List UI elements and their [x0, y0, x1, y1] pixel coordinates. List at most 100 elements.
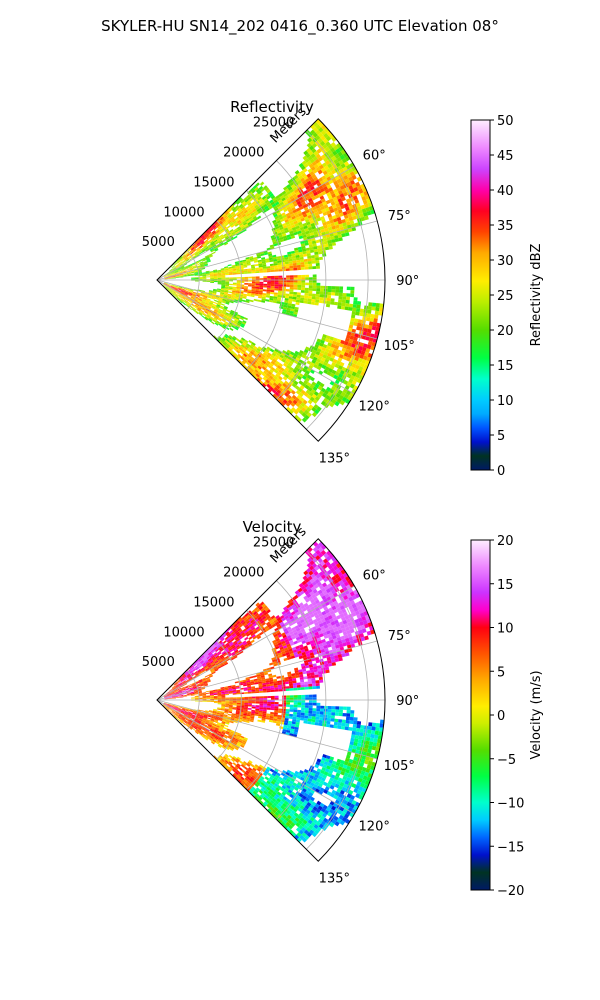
radar-cell — [178, 287, 183, 290]
radar-cell — [213, 738, 217, 742]
radar-cell — [243, 710, 248, 713]
radar-cell — [168, 276, 172, 278]
radar-cell — [311, 296, 316, 300]
radar-cell — [319, 294, 324, 298]
radar-cell — [209, 693, 214, 695]
radar-cell — [279, 638, 285, 643]
radar-cell — [249, 630, 254, 635]
radar-cell — [329, 147, 336, 153]
radar-cell — [257, 719, 262, 723]
radar-cell — [331, 155, 337, 162]
radar-cell — [276, 258, 281, 261]
radar-cell — [236, 268, 240, 271]
radar-cell — [222, 324, 227, 328]
radar-cell — [359, 362, 365, 368]
radar-cell — [257, 299, 262, 303]
radar-cell — [182, 273, 187, 275]
radar-cell — [263, 698, 268, 700]
radar-cell — [224, 708, 229, 711]
radar-cell — [232, 693, 237, 695]
radar-cell — [225, 730, 230, 734]
radar-cell — [273, 641, 278, 646]
radar-cell — [291, 723, 296, 727]
radar-cell — [274, 627, 279, 632]
radar-cell — [197, 727, 202, 731]
radar-cell — [274, 277, 279, 280]
radar-cell — [351, 371, 357, 377]
radar-cell — [175, 695, 180, 697]
radar-cell — [175, 684, 179, 687]
radar-cell — [205, 255, 210, 259]
radar-cell — [220, 269, 225, 272]
radar-cell — [253, 616, 258, 622]
radar-cell — [298, 175, 304, 180]
radar-cell — [211, 716, 216, 719]
radar-cell — [270, 265, 275, 269]
radar-cell — [235, 218, 241, 222]
radar-cell — [274, 697, 279, 700]
radar-cell — [186, 288, 190, 290]
radar-cell — [198, 732, 203, 736]
radar-cell — [338, 181, 344, 187]
radar-cell — [293, 309, 299, 313]
radar-cell — [190, 694, 195, 696]
radar-cell — [170, 706, 175, 709]
radar-cell — [181, 267, 185, 270]
radar-cell — [165, 707, 169, 710]
radar-cell — [194, 725, 198, 729]
radar-cell — [183, 694, 188, 696]
radar-cell — [185, 710, 189, 713]
radar-cell — [263, 703, 268, 706]
radar-cell — [273, 296, 278, 300]
radar-cell — [240, 744, 245, 748]
radar-cell — [261, 354, 266, 359]
radar-cell — [213, 233, 218, 237]
radar-cell — [197, 307, 202, 311]
radar-cell — [220, 236, 225, 240]
radar-cell — [189, 289, 194, 292]
radar-cell — [178, 272, 183, 274]
radar-cell — [285, 221, 290, 226]
radar-cell — [244, 357, 249, 362]
radar-cell — [209, 659, 214, 663]
radar-cell — [185, 679, 190, 682]
radar-cell — [224, 339, 229, 344]
radar-cell — [281, 686, 286, 690]
radar-cell — [231, 651, 236, 655]
radar-cell — [211, 656, 216, 660]
radar-cell — [266, 686, 271, 689]
colorbar-tick-label: 35 — [497, 219, 514, 234]
radar-cell — [224, 691, 229, 693]
radar-cell — [283, 237, 288, 242]
radar-cell — [256, 208, 261, 213]
radar-cell — [247, 289, 252, 292]
radar-cell — [212, 645, 217, 650]
radar-cell — [311, 225, 317, 230]
radar-cell — [237, 616, 242, 621]
radar-cell — [294, 385, 300, 390]
radar-cell — [213, 246, 218, 250]
radar-cell — [169, 269, 173, 272]
radar-cell — [308, 190, 314, 196]
radar-cell — [288, 202, 294, 207]
radar-cell — [286, 695, 290, 698]
radar-cell — [235, 711, 240, 714]
radar-cell — [286, 284, 290, 287]
radar-cell — [163, 703, 168, 706]
radar-cell — [263, 197, 268, 202]
radar-cell — [218, 760, 223, 765]
radar-cell — [295, 357, 300, 362]
radar-cell — [282, 199, 288, 204]
radar-cell — [183, 275, 188, 277]
radar-cell — [299, 254, 304, 258]
radar-cell — [256, 254, 261, 257]
radar-cell — [205, 271, 210, 274]
radar-cell — [242, 320, 247, 324]
radar-cell — [263, 370, 268, 375]
radar-cell — [222, 214, 227, 218]
radar-cell — [221, 218, 226, 223]
radar-cell — [286, 307, 291, 311]
radar-cell — [301, 210, 307, 216]
radar-cell — [204, 316, 209, 320]
radar-cell — [315, 239, 320, 244]
